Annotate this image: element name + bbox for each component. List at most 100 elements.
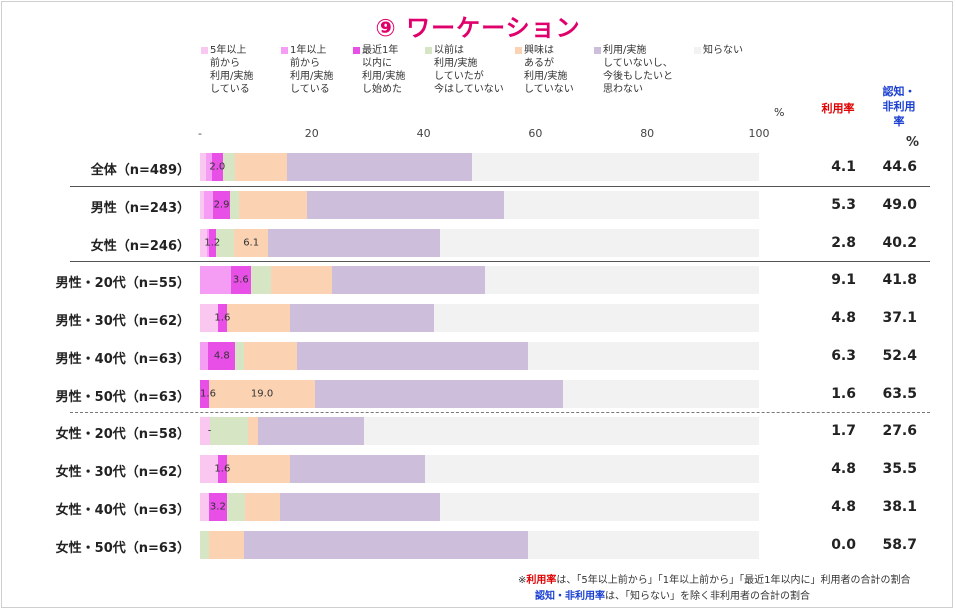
rate-value: 6.3 bbox=[831, 348, 856, 364]
bar-segment bbox=[200, 342, 209, 370]
bar-segment bbox=[226, 493, 245, 521]
aware-value: 37.1 bbox=[882, 310, 917, 326]
bar-segment bbox=[205, 153, 212, 181]
legend-label: 以前は 利用/実施 していたが 今はしていない bbox=[434, 45, 504, 95]
bar-segment bbox=[208, 380, 316, 408]
row-label: 女性・50代（n=63） bbox=[55, 541, 190, 556]
bar-segment bbox=[208, 229, 216, 257]
bar-segment bbox=[200, 153, 206, 181]
rate-value: 2.8 bbox=[831, 235, 856, 251]
bar-segment bbox=[289, 304, 435, 332]
group-separator bbox=[70, 186, 930, 187]
bar-segment bbox=[332, 266, 486, 294]
bar-data-label: 1.6 bbox=[214, 463, 231, 475]
bar-segment bbox=[200, 229, 207, 257]
bar-segment bbox=[234, 229, 269, 257]
bar-segment bbox=[200, 455, 218, 483]
legend-label: 5年以上 前から 利用/実施 している bbox=[210, 45, 254, 95]
bar-segment bbox=[200, 304, 218, 332]
aware-header-line3: 率 bbox=[893, 115, 905, 128]
bar-data-label: 1.2 bbox=[204, 237, 221, 249]
note-aware-text: は、「知らない」を除く非利用者の合計の割合 bbox=[605, 591, 810, 602]
rate-value: 4.8 bbox=[831, 499, 856, 515]
rate-value: 5.3 bbox=[831, 197, 856, 213]
bar-segment bbox=[222, 153, 235, 181]
bar-segment bbox=[229, 191, 239, 219]
aware-value: 41.8 bbox=[882, 272, 917, 288]
row-label: 男性・40代（n=63） bbox=[55, 352, 190, 367]
bar-segment bbox=[230, 266, 251, 294]
x-tick-label: - bbox=[198, 127, 202, 140]
bar-segment bbox=[208, 493, 227, 521]
bar-segment bbox=[286, 153, 472, 181]
note-prefix: ※ bbox=[518, 575, 527, 586]
bar-segment bbox=[226, 455, 290, 483]
bar-segment bbox=[297, 342, 529, 370]
bar-data-label: 1.6 bbox=[214, 312, 231, 324]
axis-unit: % bbox=[774, 106, 785, 119]
row-label: 女性・40代（n=63） bbox=[55, 503, 190, 518]
note-rate-text: は、「5年以上前から」「1年以上前から」「最近1年以内に」利用者の合計の割合 bbox=[556, 575, 911, 586]
bar-segment bbox=[248, 417, 258, 445]
aware-value: 52.4 bbox=[882, 348, 917, 364]
group-separator bbox=[70, 412, 930, 413]
rate-value: 1.6 bbox=[831, 386, 856, 402]
legend-label: 最近1年 以内に 利用/実施 し始めた bbox=[362, 45, 406, 95]
bar-segment bbox=[244, 342, 298, 370]
bar-segment bbox=[244, 531, 529, 559]
aware-value: 27.6 bbox=[882, 423, 917, 439]
bar-segment bbox=[208, 531, 245, 559]
bar-segment bbox=[204, 191, 214, 219]
aware-value: 35.5 bbox=[882, 461, 917, 477]
legend-label: 1年以上 前から 利用/実施 している bbox=[290, 45, 334, 95]
row-label: 男性・20代（n=55） bbox=[55, 276, 190, 291]
aware-value: 40.2 bbox=[882, 235, 917, 251]
legend-swatch bbox=[201, 47, 208, 54]
row-label: 男性（n=243） bbox=[90, 201, 190, 216]
bar-segment bbox=[206, 229, 209, 257]
bar-segment bbox=[200, 266, 231, 294]
note-rate-term: 利用率 bbox=[526, 575, 557, 586]
bar-segment bbox=[200, 191, 205, 219]
bar-data-label: 19.0 bbox=[250, 388, 274, 400]
row-label: 男性・50代（n=63） bbox=[55, 390, 190, 405]
bar-segment bbox=[270, 266, 333, 294]
rate-value: 1.7 bbox=[831, 423, 856, 439]
aware-value: 38.1 bbox=[882, 499, 917, 515]
bar-data-label: 3.6 bbox=[232, 274, 249, 286]
bar-data-label: 3.2 bbox=[209, 501, 226, 513]
bar-segment bbox=[315, 380, 564, 408]
bar-segment bbox=[200, 417, 210, 445]
aware-value: 58.7 bbox=[882, 537, 917, 553]
bar-segment bbox=[200, 531, 209, 559]
legend-label: 利用/実施 していないし、 今後もしたいと 思わない bbox=[603, 45, 673, 95]
group-separator bbox=[70, 261, 930, 262]
rate-value: 4.8 bbox=[831, 461, 856, 477]
bar-data-label: 1.6 bbox=[200, 388, 216, 400]
aware-value: 44.6 bbox=[882, 159, 917, 175]
bar-segment bbox=[244, 493, 280, 521]
x-tick-label: 60 bbox=[528, 127, 543, 140]
note-aware-term: 認知・非利用率 bbox=[535, 591, 605, 602]
bar-segment bbox=[268, 229, 441, 257]
bar-data-label: 2.0 bbox=[209, 161, 226, 173]
bar-segment bbox=[200, 493, 209, 521]
bar-segment bbox=[289, 455, 426, 483]
bar-data-label: 4.8 bbox=[213, 350, 230, 362]
row-label: 女性（n=246） bbox=[90, 239, 190, 254]
bar-segment bbox=[217, 455, 227, 483]
note-line-1: ※利用率は、「5年以上前から」「1年以上前から」「最近1年以内に」利用者の合計の… bbox=[518, 571, 910, 586]
x-tick-label: 100 bbox=[748, 127, 770, 140]
legend-swatch bbox=[281, 47, 288, 54]
rate-unit: % bbox=[906, 135, 920, 150]
row-label: 女性・20代（n=58） bbox=[55, 427, 190, 442]
bar-segment bbox=[238, 191, 307, 219]
x-tick-label: 40 bbox=[416, 127, 431, 140]
x-tick-label: 20 bbox=[304, 127, 319, 140]
bar-segment bbox=[211, 153, 223, 181]
bar-segment bbox=[279, 493, 440, 521]
legend-swatch bbox=[515, 47, 522, 54]
bar-segment bbox=[217, 304, 227, 332]
legend-swatch bbox=[425, 47, 432, 54]
note-line-2: 認知・非利用率は、「知らない」を除く非利用者の合計の割合 bbox=[535, 587, 810, 602]
